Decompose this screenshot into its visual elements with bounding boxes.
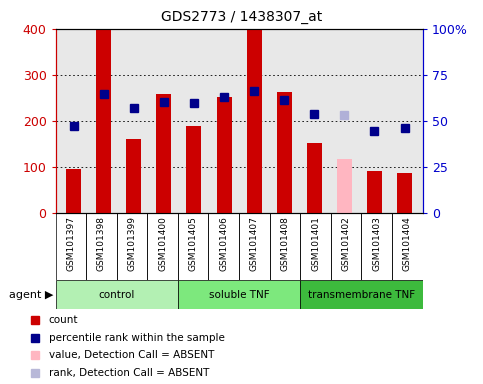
Text: GSM101401: GSM101401 [311, 217, 320, 271]
Bar [307, 143, 322, 213]
Bar [300, 280, 423, 309]
Bar [126, 139, 142, 213]
Bar [331, 213, 361, 280]
Text: GDS2773 / 1438307_at: GDS2773 / 1438307_at [161, 10, 322, 23]
Text: GSM101397: GSM101397 [66, 217, 75, 271]
Text: GSM101407: GSM101407 [250, 217, 259, 271]
Bar [66, 169, 81, 213]
Text: control: control [99, 290, 135, 300]
Text: transmembrane TNF: transmembrane TNF [308, 290, 415, 300]
Bar [56, 213, 86, 280]
Bar [300, 213, 331, 280]
Text: GSM101404: GSM101404 [403, 217, 412, 271]
Text: value, Detection Call = ABSENT: value, Detection Call = ABSENT [49, 351, 214, 361]
Text: GSM101406: GSM101406 [219, 217, 228, 271]
Text: GSM101400: GSM101400 [158, 217, 167, 271]
Bar [216, 97, 231, 213]
Bar [186, 126, 201, 213]
Bar [239, 213, 270, 280]
Bar [209, 213, 239, 280]
Text: percentile rank within the sample: percentile rank within the sample [49, 333, 225, 343]
Bar [367, 171, 382, 213]
Bar [270, 213, 300, 280]
Bar [337, 159, 352, 213]
Text: GSM101399: GSM101399 [128, 217, 137, 271]
Bar [147, 213, 178, 280]
Text: rank, Detection Call = ABSENT: rank, Detection Call = ABSENT [49, 368, 209, 378]
Bar [86, 213, 117, 280]
Bar [56, 280, 178, 309]
Bar [277, 93, 292, 213]
Text: GSM101398: GSM101398 [97, 217, 106, 271]
Bar [178, 213, 209, 280]
Bar [117, 213, 147, 280]
Text: GSM101402: GSM101402 [341, 217, 351, 271]
Bar [392, 213, 423, 280]
Text: soluble TNF: soluble TNF [209, 290, 270, 300]
Bar [247, 30, 262, 213]
Bar [397, 172, 412, 213]
Bar [96, 29, 111, 213]
Bar [156, 94, 171, 213]
Text: GSM101403: GSM101403 [372, 217, 381, 271]
Text: GSM101408: GSM101408 [281, 217, 289, 271]
Text: count: count [49, 315, 78, 325]
Bar [178, 280, 300, 309]
Bar [361, 213, 392, 280]
Text: GSM101405: GSM101405 [189, 217, 198, 271]
Text: agent ▶: agent ▶ [9, 290, 53, 300]
